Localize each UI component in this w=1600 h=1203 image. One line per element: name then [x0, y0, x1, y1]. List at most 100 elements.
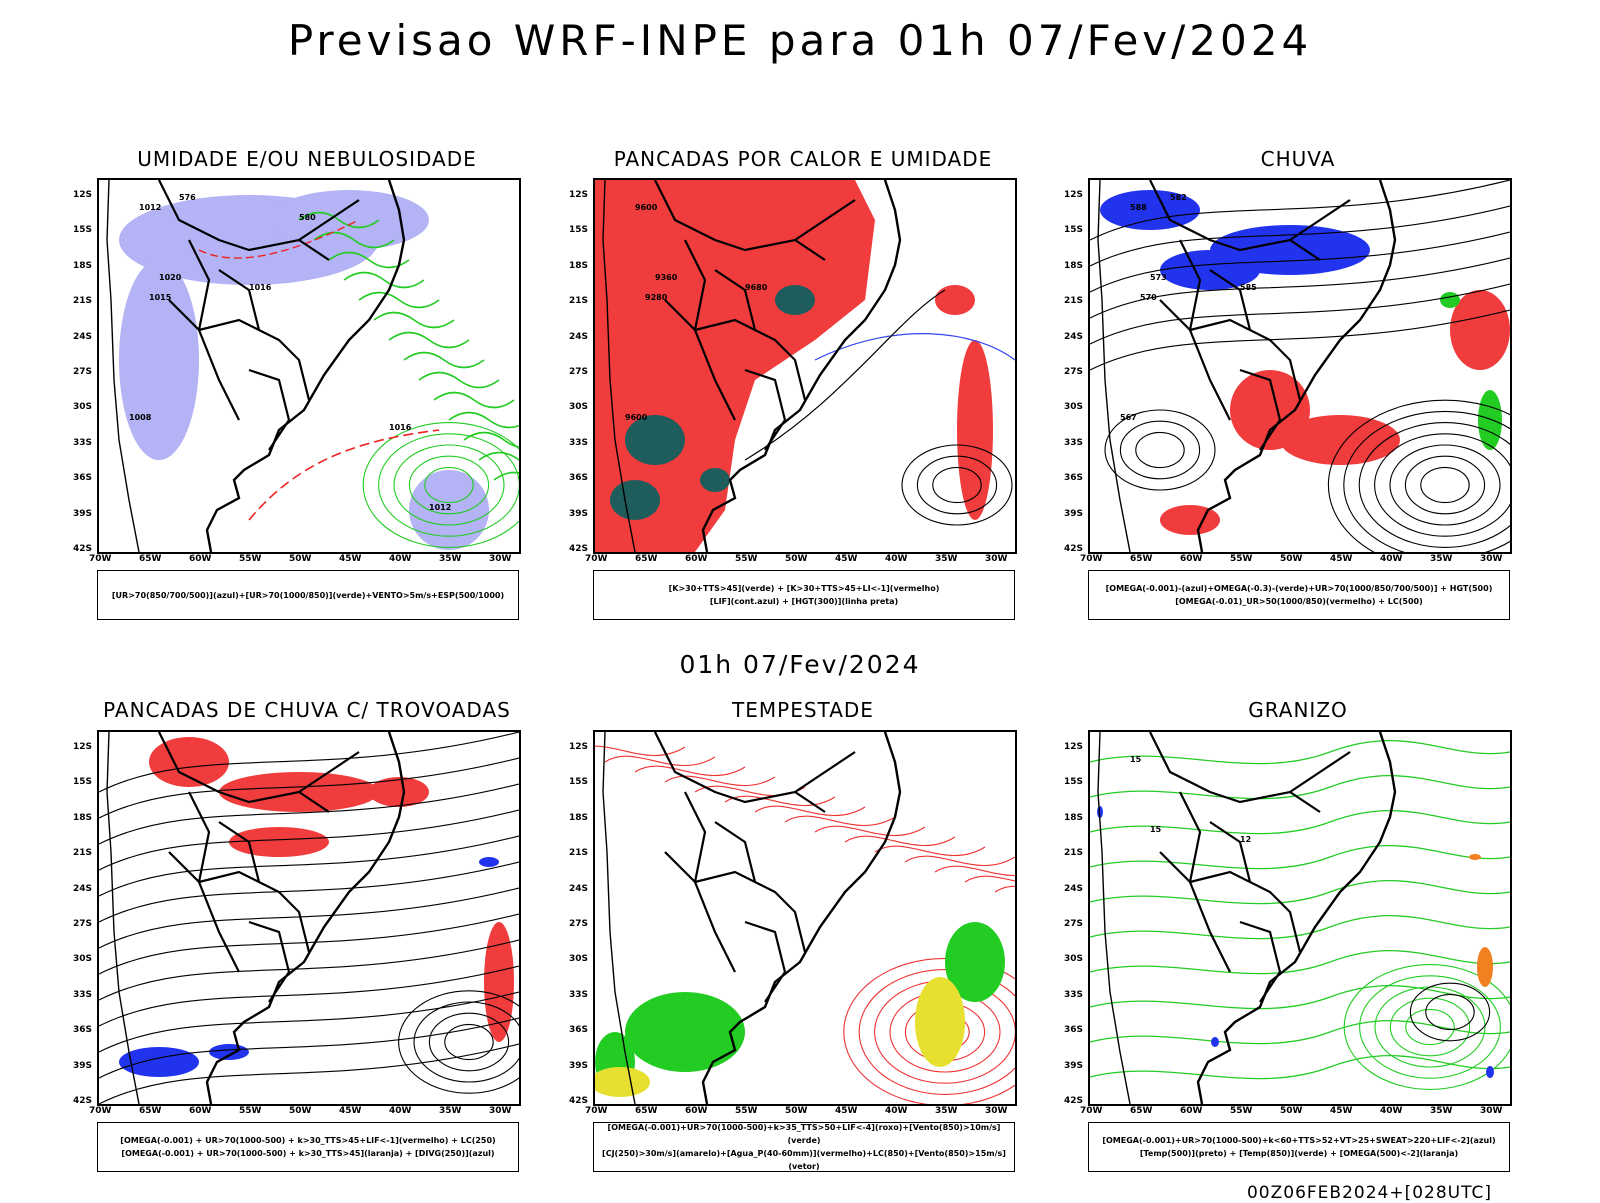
flow-line — [1090, 231, 1510, 293]
streamline — [1420, 466, 1470, 504]
latitude-tick-label: 33S — [569, 989, 589, 1000]
flow-line — [99, 835, 519, 897]
latitude-tick-label: 30S — [569, 402, 589, 413]
streamline — [1404, 455, 1486, 515]
map-panel: 588 585 573 570 567 582 — [1088, 178, 1512, 554]
thunderstorm-red-fill — [369, 777, 429, 807]
latitude-tick-label: 39S — [569, 1060, 589, 1071]
longitude-tick-label: 40W — [1380, 554, 1403, 564]
state-border — [664, 851, 736, 973]
streamline — [916, 455, 998, 515]
longitude-tick-label: 50W — [1280, 1106, 1303, 1116]
latitude-tick-label: 18S — [1064, 812, 1084, 823]
map-panel: 1012 1016 1020 1015 1008 576 580 1012 1016 — [97, 178, 521, 554]
longitude-tick-label: 45W — [835, 1106, 858, 1116]
latitude-tick-label: 36S — [1064, 473, 1084, 484]
coastline — [701, 732, 902, 1104]
streamline — [1343, 410, 1510, 552]
precipitable-water-contour — [604, 755, 716, 767]
humidity-contour — [388, 331, 470, 349]
map-panel: 15 12 15 — [1088, 730, 1512, 1106]
longitude-tick-label: 50W — [289, 1106, 312, 1116]
longitude-tick-label: 50W — [785, 1106, 808, 1116]
latitude-tick-label: 27S — [1064, 367, 1084, 377]
temp-850-contour — [1090, 950, 1510, 975]
latitude-tick-label: 21S — [569, 848, 589, 859]
latitude-tick-label: 27S — [569, 919, 589, 929]
latitude-tick-label: 42S — [73, 544, 93, 554]
latitude-tick-label: 33S — [1064, 437, 1084, 448]
panel-legend: [UR>70(850/700/500)](azul)+[UR>70(1000/8… — [97, 570, 519, 620]
streamline — [393, 444, 505, 526]
humidity-contour — [493, 471, 519, 481]
omega-blue-fill — [1100, 190, 1200, 230]
state-border — [218, 269, 261, 331]
latitude-tick-label: 18S — [73, 260, 93, 271]
latitude-tick-label: 36S — [73, 473, 93, 484]
streamline — [1409, 982, 1491, 1042]
state-border — [1179, 791, 1202, 883]
state-border — [664, 299, 736, 421]
longitude-tick-label: 35W — [935, 554, 958, 564]
longitude-tick-label: 50W — [785, 554, 808, 564]
longitude-tick-label: 30W — [489, 554, 512, 564]
state-border — [744, 368, 787, 451]
temp-850-contour — [1090, 1055, 1510, 1080]
latitude-tick-label: 24S — [73, 883, 93, 894]
flow-line — [99, 809, 519, 871]
contour-label: 576 — [179, 193, 196, 202]
humidity-contour — [313, 231, 395, 249]
latitude-tick-label: 18S — [1064, 260, 1084, 271]
latitude-tick-label: 15S — [73, 777, 93, 788]
state-border — [188, 791, 211, 883]
precipitable-water-contour — [814, 825, 926, 837]
state-border — [1149, 732, 1321, 813]
contour-label: 1016 — [249, 283, 272, 292]
state-border — [168, 299, 240, 421]
legend-line: [Temp(500)](preto) + [Temp(850)](verde) … — [1139, 1149, 1459, 1158]
flow-line — [1090, 309, 1510, 371]
longitude-tick-label: 40W — [389, 554, 412, 564]
flow-line — [99, 991, 519, 1053]
longitude-tick-label: 60W — [1180, 1106, 1203, 1116]
latitude-tick-label: 30S — [73, 954, 93, 965]
jet-250-fill — [915, 977, 965, 1067]
thickness-line — [248, 429, 440, 521]
west-coastline — [602, 180, 636, 552]
latitude-tick-label: 12S — [73, 190, 93, 200]
longitude-tick-label: 35W — [439, 554, 462, 564]
latitude-tick-label: 39S — [73, 1060, 93, 1071]
humidity-contour — [448, 411, 519, 429]
contour-label: 9280 — [645, 293, 668, 302]
latitude-tick-label: 36S — [569, 473, 589, 484]
heat-humidity-fill — [700, 468, 730, 492]
precipitable-water-contour — [754, 805, 866, 817]
longitude-tick-label: 60W — [685, 1106, 708, 1116]
streamline — [1358, 422, 1510, 548]
humidity-fill — [409, 470, 489, 550]
latitude-tick-label: 15S — [73, 225, 93, 236]
streamline — [1405, 1008, 1455, 1046]
west-coastline — [1097, 180, 1131, 552]
contour-label: 9680 — [745, 283, 768, 292]
longitude-tick-label: 70W — [1080, 1106, 1103, 1116]
state-border — [1209, 269, 1252, 331]
precipitable-water-contour — [994, 885, 1015, 893]
contour-label: 582 — [1170, 193, 1187, 202]
legend-line: [CJ(250)>30m/s](amarelo)+[Agua_P(40-60mm… — [602, 1149, 1006, 1171]
state-border — [158, 180, 330, 261]
panel-title: TEMPESTADE — [732, 698, 874, 722]
temp-850-contour — [1090, 845, 1510, 870]
latitude-tick-label: 21S — [73, 296, 93, 307]
latitude-tick-label: 12S — [569, 742, 589, 752]
streamline — [428, 1012, 510, 1072]
longitude-tick-label: 45W — [835, 554, 858, 564]
map-panel: 9600 9680 9360 9280 9600 — [593, 178, 1017, 554]
state-border — [714, 269, 757, 331]
streamline — [1119, 420, 1201, 480]
latitude-tick-label: 24S — [569, 331, 589, 342]
state-border — [1289, 751, 1351, 793]
legend-line: [UR>70(850/700/500)](azul)+[UR>70(1000/8… — [111, 590, 505, 600]
humidity-contour — [478, 451, 519, 461]
latitude-tick-label: 12S — [569, 190, 589, 200]
